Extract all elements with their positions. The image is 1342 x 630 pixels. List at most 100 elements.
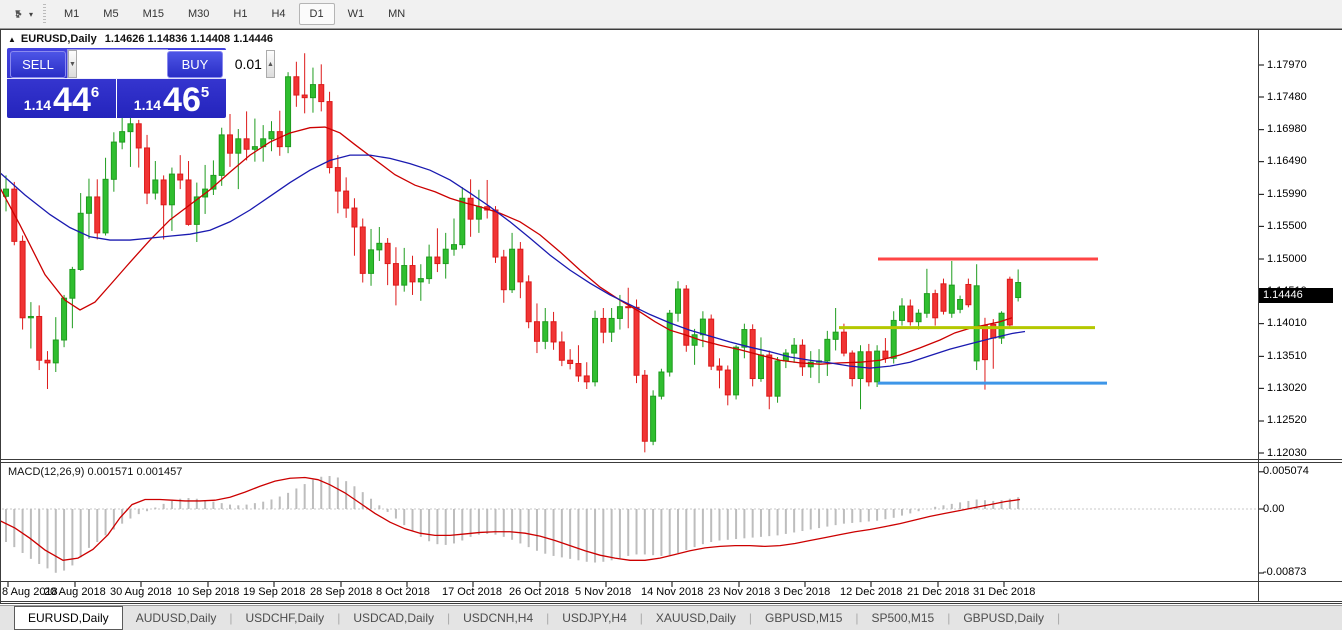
ohlc-close: 1.14446: [233, 33, 273, 45]
tab-xauusd-daily[interactable]: XAUUSD,Daily: [655, 611, 736, 625]
buy-price-pip: 5: [200, 84, 210, 101]
buy-price-big: 46: [163, 81, 201, 120]
date-tick-label: 19 Sep 2018: [243, 586, 306, 598]
symbol-tab-bar: EURUSD,Daily AUDUSD,Daily | USDCHF,Daily | US…: [0, 605, 1342, 630]
tab-separator: |: [1057, 611, 1061, 625]
date-tick-label: 30 Aug 2018: [110, 586, 172, 598]
tab-separator: |: [748, 611, 753, 625]
chart-title: ▲ EURUSD,Daily 1.14626 1.14836 1.14408 1.1…: [8, 33, 273, 45]
price-tick-label: 1.14010: [1267, 317, 1307, 330]
date-tick-label: 12 Dec 2018: [840, 586, 903, 598]
price-tick-label: 1.13510: [1267, 349, 1307, 362]
tab-eurusd-daily[interactable]: EURUSD,Daily: [14, 606, 123, 630]
tab-usdcnh-h4[interactable]: USDCNH,H4: [463, 611, 534, 625]
toolbar-grip[interactable]: [43, 4, 47, 24]
collapse-icon[interactable]: ▲: [8, 35, 16, 44]
date-tick-label: 26 Oct 2018: [509, 586, 569, 598]
window-left-border: [0, 29, 1, 603]
ohlc-open: 1.14626: [104, 33, 145, 45]
tf-button-mn[interactable]: MN: [388, 8, 406, 20]
buy-price-base: 1.14: [133, 97, 162, 113]
tab-usdchf-daily[interactable]: USDCHF,Daily: [245, 611, 325, 625]
tab-gbpusd-daily[interactable]: GBPUSD,Daily: [963, 611, 1045, 625]
buy-button[interactable]: BUY: [167, 51, 223, 78]
chevron-down-icon: ▾: [29, 9, 34, 19]
macd-splitter-bottom[interactable]: [0, 462, 1342, 463]
tab-separator: |: [447, 611, 451, 625]
swap-arrows-icon: [15, 10, 22, 18]
macd-name: MACD(12,26,9): [8, 466, 85, 478]
sell-price[interactable]: 1.14 44 6: [7, 79, 117, 118]
date-axis-border: [0, 581, 1342, 582]
price-tick-label: 1.13020: [1267, 381, 1307, 394]
macd-indicator-label: MACD(12,26,9) 0.001571 0.001457: [8, 466, 182, 478]
tab-gbpusd-m15[interactable]: GBPUSD,M15: [765, 611, 843, 625]
date-tick-label: 17 Oct 2018: [442, 586, 502, 598]
tf-button-h4[interactable]: H4: [271, 8, 286, 20]
tab-separator: |: [546, 611, 550, 625]
date-tick-label: 28 Sep 2018: [310, 586, 373, 598]
volume-increase-button[interactable]: ▲: [265, 50, 275, 78]
window-bottom-border2: [0, 603, 1342, 604]
sell-price-big: 44: [53, 81, 91, 120]
chart-mode-button[interactable]: ▾: [4, 3, 39, 25]
price-tick-label: 1.16980: [1267, 123, 1307, 136]
price-tick-label: 1.12030: [1267, 446, 1307, 459]
tab-separator: |: [947, 611, 951, 625]
date-tick-label: 31 Dec 2018: [973, 586, 1036, 598]
tab-audusd-daily[interactable]: AUDUSD,Daily: [135, 611, 217, 625]
macd-tick-label: -0.00873: [1263, 566, 1307, 579]
tab-separator: |: [855, 611, 859, 625]
tf-button-m1[interactable]: M1: [64, 8, 80, 20]
macd-tick-label: 0.005074: [1263, 465, 1309, 478]
tab-separator: |: [337, 611, 341, 625]
volume-decrease-button[interactable]: ▼: [68, 50, 77, 78]
date-tick-label: 20 Aug 2018: [44, 586, 106, 598]
one-click-trading-panel: SELL ▼ ▲ BUY 1.14 44 6 1.14 46 5: [7, 48, 275, 118]
macd-splitter-top[interactable]: [0, 459, 1342, 460]
date-tick-label: 5 Nov 2018: [575, 586, 632, 598]
date-tick-label: 14 Nov 2018: [641, 586, 704, 598]
price-tick-label: 1.15990: [1267, 187, 1307, 200]
window-top-border: [0, 29, 1342, 30]
tab-separator: |: [639, 611, 643, 625]
date-tick-label: 8 Aug 2018: [2, 586, 58, 598]
sell-price-pip: 6: [90, 84, 100, 101]
ohlc-high: 1.14836: [147, 33, 188, 45]
price-tick-label: 1.15000: [1267, 252, 1307, 265]
price-tick-label: 1.17970: [1267, 58, 1307, 71]
price-tick-label: 1.12520: [1267, 414, 1307, 427]
panel-divider: [7, 78, 226, 79]
current-price-badge: 1.14446: [1259, 287, 1333, 303]
tf-button-h1[interactable]: H1: [233, 8, 248, 20]
tf-button-m5[interactable]: M5: [103, 8, 119, 20]
tf-button-m15[interactable]: M15: [142, 8, 164, 20]
date-tick-label: 8 Oct 2018: [376, 586, 430, 598]
tf-button-m30[interactable]: M30: [187, 8, 210, 20]
tab-usdjpy-h4[interactable]: USDJPY,H4: [562, 611, 627, 625]
toolbar: ▾ M1 M5 M15 M30 H1 H4 D1 W1 MN: [0, 0, 1342, 29]
macd-value: 0.001571: [87, 466, 134, 478]
tf-button-w1[interactable]: W1: [347, 8, 365, 20]
date-tick-label: 23 Nov 2018: [708, 586, 771, 598]
chart-symbol-label: EURUSD,Daily: [20, 33, 97, 45]
window-bottom-border1: [0, 601, 1342, 602]
timeframe-group: M1 M5 M15 M30 H1 H4 D1 W1 MN: [52, 0, 417, 28]
tab-separator: |: [229, 611, 233, 625]
volume-stepper: ▼ ▲: [67, 49, 275, 79]
date-tick-label: 3 Dec 2018: [774, 586, 831, 598]
date-tick-label: 21 Dec 2018: [907, 586, 970, 598]
tab-usdcad-daily[interactable]: USDCAD,Daily: [353, 611, 434, 625]
ohlc-low: 1.14408: [190, 33, 231, 45]
macd-signal-value: 0.001457: [136, 466, 183, 478]
sell-price-base: 1.14: [23, 97, 52, 113]
price-tick-label: 1.17480: [1267, 90, 1307, 103]
price-tick-label: 1.15500: [1267, 219, 1307, 232]
buy-price[interactable]: 1.14 46 5: [117, 79, 226, 118]
price-axis-border: [1258, 30, 1259, 601]
sell-button[interactable]: SELL: [10, 51, 66, 78]
tf-button-d1[interactable]: D1: [298, 3, 335, 25]
tab-sp500-m15[interactable]: SP500,M15: [871, 611, 935, 625]
price-tick-label: 1.16490: [1267, 155, 1307, 168]
